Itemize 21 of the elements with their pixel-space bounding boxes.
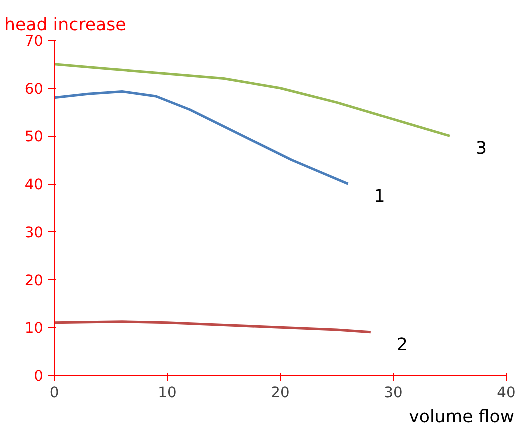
series-label: 3	[476, 139, 488, 160]
y-tick-label: 30	[24, 224, 44, 242]
line-series	[54, 90, 350, 186]
x-axis-title: volume flow	[409, 408, 514, 428]
x-tick-label: 10	[158, 384, 177, 402]
y-tick-label: 10	[24, 320, 44, 338]
x-tick-label: 0	[50, 384, 60, 402]
y-axis-title: head increase	[4, 16, 126, 36]
y-tick-label: 40	[24, 176, 44, 194]
series-label: 1	[374, 187, 386, 208]
series-label: 2	[396, 335, 408, 356]
y-tick-label: 50	[24, 128, 44, 146]
y-tick-label: 70	[24, 33, 44, 50]
y-tick-label: 0	[34, 368, 44, 385]
x-tick-label: 20	[271, 384, 290, 402]
y-tick-label: 60	[24, 80, 44, 98]
x-tick-label: 30	[384, 384, 403, 402]
line-series	[54, 63, 452, 138]
x-tick-label: 40	[497, 384, 516, 402]
line-series	[54, 320, 372, 334]
y-tick-label: 20	[24, 272, 44, 290]
